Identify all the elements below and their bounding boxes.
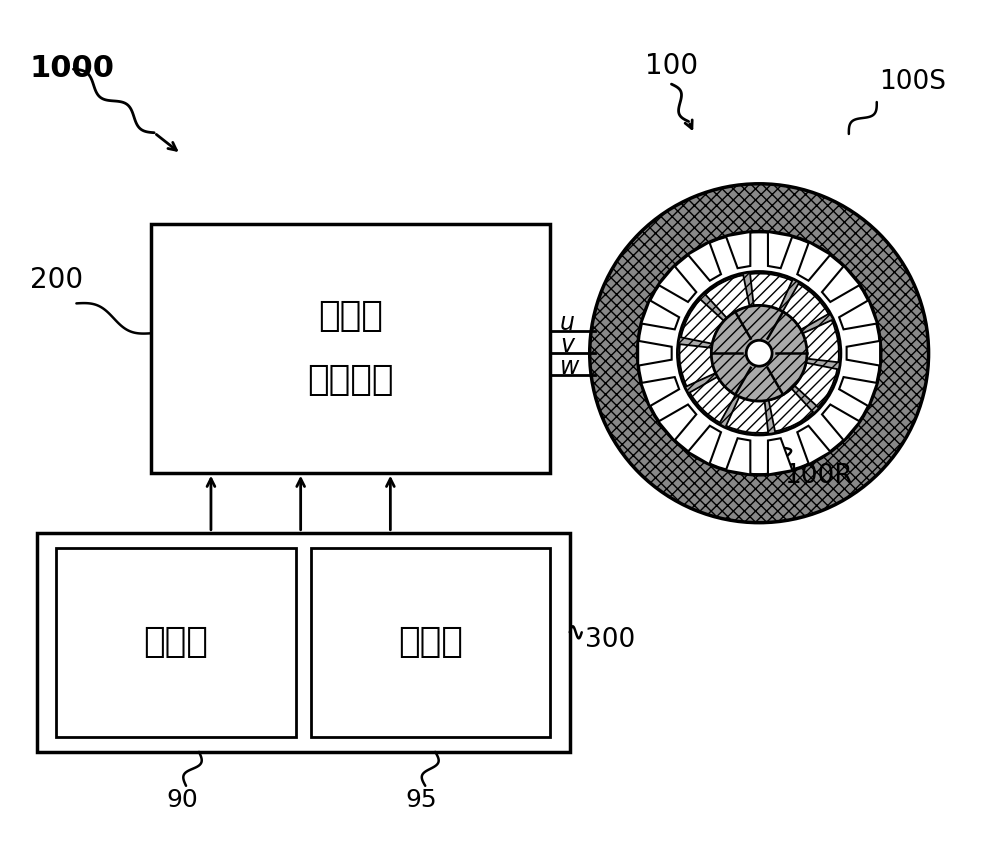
Polygon shape	[659, 405, 696, 441]
Text: 300: 300	[585, 627, 635, 653]
Text: 95: 95	[405, 787, 437, 812]
Circle shape	[711, 305, 807, 401]
Polygon shape	[839, 300, 877, 330]
Polygon shape	[726, 232, 750, 268]
Text: 100: 100	[645, 52, 698, 80]
Wedge shape	[803, 320, 839, 362]
Text: 存储器: 存储器	[398, 626, 463, 659]
Wedge shape	[705, 275, 750, 318]
Text: 驱动装置: 驱动装置	[307, 363, 394, 397]
Text: 1000: 1000	[30, 54, 115, 83]
Bar	[311, 548, 550, 737]
Polygon shape	[822, 405, 860, 441]
Polygon shape	[797, 242, 830, 281]
Circle shape	[746, 341, 772, 366]
Text: 200: 200	[30, 266, 83, 294]
Wedge shape	[783, 284, 829, 330]
Wedge shape	[681, 299, 724, 344]
Polygon shape	[659, 266, 696, 302]
Bar	[37, 533, 570, 752]
Text: 100S: 100S	[879, 69, 946, 95]
Wedge shape	[726, 397, 768, 433]
Wedge shape	[690, 377, 736, 422]
Wedge shape	[750, 273, 792, 309]
Polygon shape	[797, 426, 830, 464]
Bar	[151, 223, 550, 473]
Wedge shape	[590, 184, 929, 523]
Polygon shape	[768, 438, 792, 475]
Wedge shape	[769, 389, 813, 432]
Text: v: v	[560, 333, 574, 357]
Polygon shape	[726, 438, 750, 475]
Wedge shape	[794, 362, 837, 407]
Polygon shape	[641, 300, 679, 330]
Bar	[56, 548, 296, 737]
Text: 处理器: 处理器	[144, 626, 209, 659]
Polygon shape	[768, 232, 792, 268]
Polygon shape	[638, 341, 672, 366]
Text: u: u	[560, 311, 575, 336]
Text: w: w	[560, 355, 579, 379]
Circle shape	[677, 271, 841, 435]
Text: 电动机: 电动机	[318, 299, 383, 333]
Polygon shape	[822, 266, 860, 302]
Polygon shape	[641, 377, 679, 406]
Polygon shape	[688, 426, 721, 464]
Text: 90: 90	[166, 787, 198, 812]
Polygon shape	[847, 341, 880, 366]
Wedge shape	[679, 344, 716, 386]
Polygon shape	[688, 242, 721, 281]
Text: 100R: 100R	[784, 463, 853, 489]
Polygon shape	[839, 377, 877, 406]
